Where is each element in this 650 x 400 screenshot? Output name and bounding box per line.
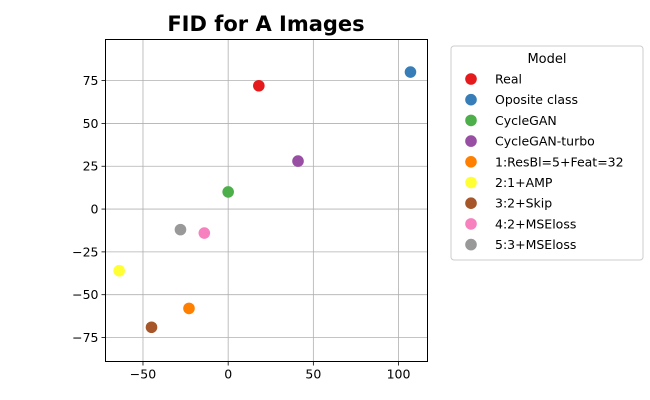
legend-label: CycleGAN [495, 113, 557, 128]
chart-title: FID for A Images [167, 12, 364, 36]
data-points [113, 66, 417, 334]
legend-frame [450, 45, 644, 261]
legend: Model Real Oposite class CycleGAN CycleGAN-… [450, 45, 644, 261]
grid-lines [105, 39, 428, 362]
data-point [183, 302, 195, 315]
y-tick-label: −25 [72, 244, 98, 259]
x-tick-label: 0 [224, 367, 232, 382]
legend-label: 5:3+MSEloss [495, 237, 576, 252]
data-point [404, 66, 417, 78]
y-tick-label: 25 [83, 159, 99, 174]
y-tick-label: 75 [83, 73, 99, 88]
y-tick-label: −75 [72, 330, 98, 345]
data-point [292, 155, 304, 167]
y-tick-label: 0 [91, 202, 99, 217]
y-tick-label: −50 [72, 287, 98, 302]
legend-marker [465, 135, 477, 147]
x-tick-label: −50 [130, 367, 156, 382]
data-point [174, 223, 187, 236]
data-point [222, 186, 234, 198]
legend-label: 4:2+MSEloss [495, 216, 576, 231]
legend-marker [465, 197, 477, 209]
legend-label: 2:1+AMP [495, 175, 553, 190]
data-point [198, 227, 211, 239]
legend-marker [465, 73, 477, 85]
legend-marker [465, 114, 477, 127]
plot-frame [105, 39, 428, 362]
legend-label: 3:2+Skip [495, 196, 552, 211]
legend-label: 1:ResBl=5+Feat=32 [495, 154, 624, 169]
axis-ticks: −50 0 50 100 −75 −50 −25 0 25 50 75 [72, 73, 410, 381]
legend-marker [465, 176, 477, 189]
x-tick-label: 50 [305, 367, 321, 382]
legend-label: Oposite class [495, 92, 578, 107]
y-tick-label: 50 [83, 116, 99, 131]
data-point [113, 264, 125, 277]
legend-label: Real [495, 72, 522, 87]
data-point [253, 79, 265, 92]
legend-label: CycleGAN-turbo [495, 134, 595, 149]
legend-marker [465, 218, 477, 230]
legend-marker [465, 93, 477, 106]
legend-title: Model [527, 52, 566, 67]
x-tick-label: 100 [387, 367, 411, 382]
legend-marker [465, 156, 477, 168]
legend-marker [465, 238, 477, 251]
data-point [145, 321, 158, 334]
